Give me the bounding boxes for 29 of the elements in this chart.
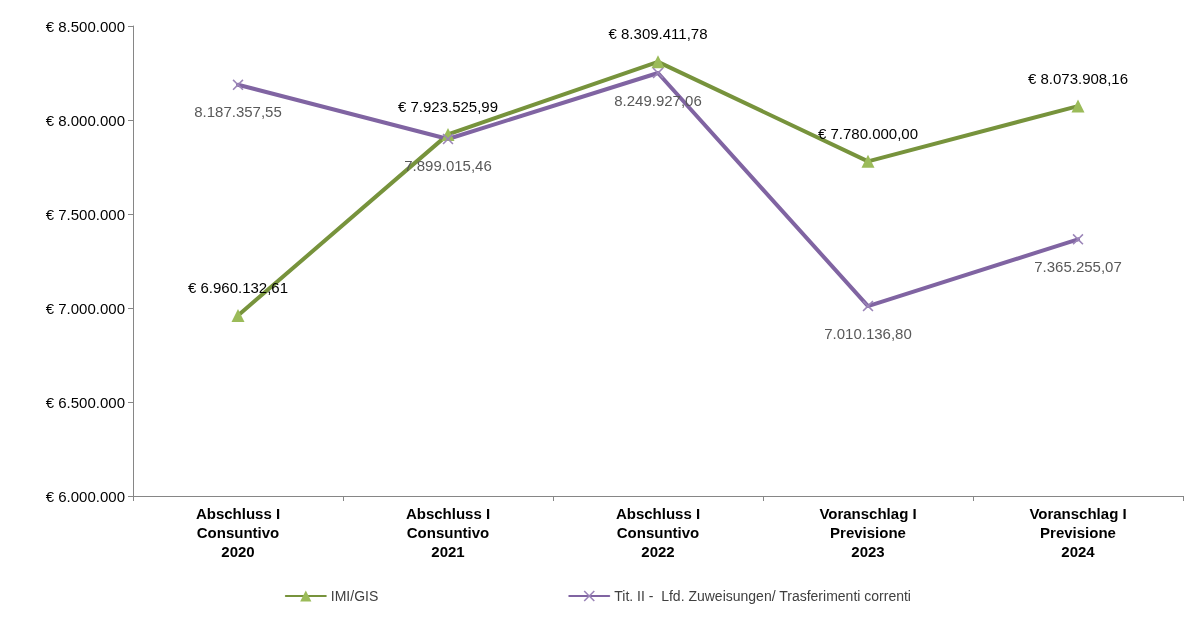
x-tick-label: Voranschlag I Previsione 2023 — [819, 505, 917, 560]
data-label: € 8.309.411,78 — [608, 25, 708, 43]
data-label: € 7.923.525,99 — [397, 97, 499, 115]
point — [231, 309, 245, 322]
data-label: € 7.780.000,00 — [817, 124, 919, 142]
point — [862, 300, 874, 312]
legend-label: IMI/GIS — [330, 588, 379, 604]
data-label: 7.365.255,07 — [1034, 257, 1122, 275]
y-tick-label: € 6.000.000 — [45, 487, 125, 505]
point — [1071, 99, 1085, 113]
legend-label: Tit. II - Lfd. Zuweisungen/ Trasferimenti correnti — [614, 588, 911, 604]
x-tick-label: Abschluss I Consuntivo 2020 — [195, 505, 281, 560]
point — [861, 154, 875, 168]
point — [652, 67, 664, 79]
data-label: 7.010.136,80 — [824, 324, 912, 342]
point — [1072, 233, 1084, 245]
x-tick-label: Abschluss I Consuntivo 2022 — [615, 505, 701, 560]
x-tick-label: Voranschlag I Previsione 2024 — [1029, 505, 1127, 560]
data-label: € 8.073.908,16 — [1027, 69, 1129, 87]
point — [232, 79, 244, 91]
x-tick-label: Abschluss I Consuntivo 2021 — [405, 505, 491, 560]
point — [442, 133, 454, 145]
point — [651, 55, 665, 69]
y-tick-label: € 8.500.000 — [45, 17, 125, 35]
data-label: 8.187.357,55 — [194, 103, 282, 121]
y-tick-label: € 8.000.000 — [45, 111, 125, 129]
y-tick-label: € 6.500.000 — [45, 393, 125, 411]
y-tick-label: € 7.500.000 — [45, 205, 125, 223]
y-tick-label: € 7.000.000 — [45, 299, 125, 317]
